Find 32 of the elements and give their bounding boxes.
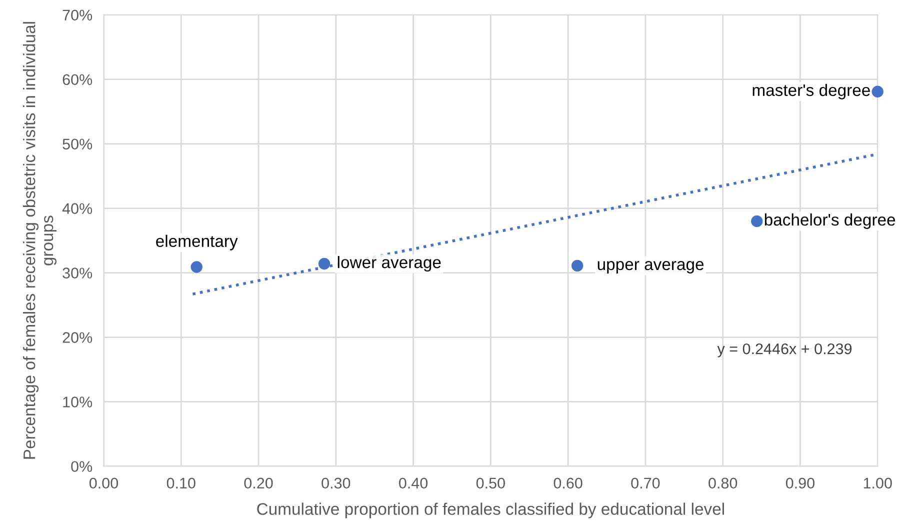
x-tick-label: 1.00 [864, 478, 892, 489]
annotation: upper average [598, 261, 704, 274]
x-tick-label: 0.60 [554, 478, 582, 489]
x-tick-label: 0.30 [322, 478, 350, 489]
y-tick-label: 10% [63, 396, 92, 408]
x-tick-label: 0.70 [631, 478, 660, 489]
y-tick-label: 30% [62, 268, 92, 278]
x-tick-label: 0.50 [476, 478, 505, 489]
x-tick-label: 0.80 [708, 478, 738, 489]
annotation: y = 0.2446x + 0.239 [717, 343, 852, 358]
x-tick-label: 0.10 [166, 478, 196, 489]
point [872, 86, 884, 98]
y-tick-label: 50% [62, 138, 92, 150]
y-tick-label: 40% [62, 203, 92, 214]
point [190, 261, 202, 273]
x-tick-label: 0.20 [244, 478, 273, 489]
y-tick-label: 20% [62, 332, 92, 343]
x-tick-label: 0.90 [786, 478, 814, 489]
point [318, 258, 330, 270]
x-axis-title: Cumulative proportion of females classified by educational level [257, 502, 724, 518]
annotation: elementary [156, 234, 238, 250]
x-tick-label: 0.40 [399, 478, 428, 489]
point [751, 215, 763, 228]
point [572, 260, 584, 272]
y-tick-label: 60% [62, 74, 92, 86]
y-tick-label: 70% [62, 10, 92, 21]
y-tick-label: 0% [71, 461, 92, 472]
y-axis-title: Percentage of females receiving obstetric visits in individual groups [23, 22, 56, 459]
annotation: bachelor's degree [764, 213, 896, 229]
annotation: master's degree [752, 84, 870, 100]
annotation: lower average [338, 256, 441, 272]
x-tick-label: 0.00 [89, 478, 118, 489]
